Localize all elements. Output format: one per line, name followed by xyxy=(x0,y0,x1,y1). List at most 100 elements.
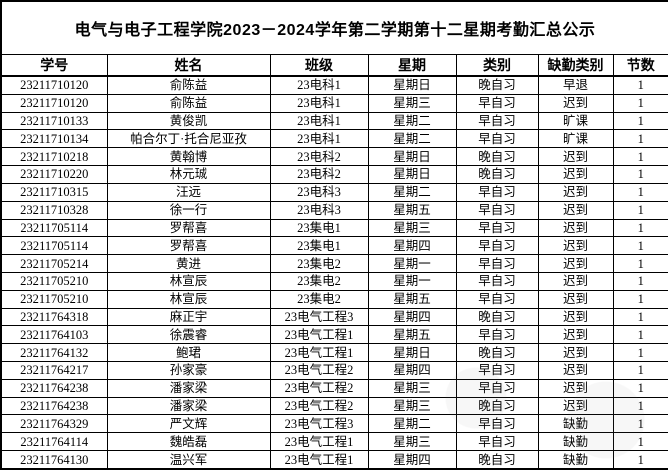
cell-periods: 1 xyxy=(612,200,668,220)
cell-category: 早自习 xyxy=(455,289,539,309)
cell-category: 早自习 xyxy=(455,361,539,380)
cell-category: 早自习 xyxy=(455,218,539,238)
cell-category: 晚自习 xyxy=(455,307,539,327)
cell-absence-type: 旷课 xyxy=(537,111,614,131)
cell-weekday: 星期四 xyxy=(367,307,457,327)
cell-periods: 1 xyxy=(612,325,668,345)
cell-class: 23电气工程1 xyxy=(269,325,369,345)
cell-weekday: 星期四 xyxy=(367,236,457,256)
column-header-name: 姓名 xyxy=(106,54,271,77)
cell-periods: 1 xyxy=(612,165,668,184)
cell-weekday: 星期五 xyxy=(367,200,457,220)
cell-periods: 1 xyxy=(612,75,668,95)
cell-periods: 1 xyxy=(612,396,668,416)
cell-absence-type: 早退 xyxy=(537,75,614,95)
cell-absence-type: 迟到 xyxy=(537,200,614,220)
cell-category: 早自习 xyxy=(455,325,539,345)
cell-class: 23电气工程2 xyxy=(269,396,369,416)
cell-name: 麻正宇 xyxy=(106,307,271,327)
table-row: 23211764238 潘家梁 23电气工程2 星期三 晚自习 迟到 1 xyxy=(0,396,668,416)
cell-name: 帕合尔丁·托合尼亚孜 xyxy=(106,129,271,149)
cell-name: 严文辉 xyxy=(106,414,271,434)
cell-student-id: 23211764103 xyxy=(0,325,108,345)
cell-name: 黄进 xyxy=(106,254,271,273)
cell-name: 林元珹 xyxy=(106,165,271,184)
cell-weekday: 星期三 xyxy=(367,378,457,398)
page-title: 电气与电子工程学院2023－2024学年第二学期第十二星期考勤汇总公示 xyxy=(0,0,668,55)
cell-absence-type: 迟到 xyxy=(537,378,614,398)
cell-weekday: 星期五 xyxy=(367,325,457,345)
cell-category: 早自习 xyxy=(455,254,539,273)
column-header-weekday: 星期 xyxy=(367,54,457,77)
cell-student-id: 23211705114 xyxy=(0,218,108,238)
cell-student-id: 23211710315 xyxy=(0,182,108,202)
cell-periods: 1 xyxy=(612,236,668,256)
cell-class: 23电气工程2 xyxy=(269,361,369,380)
cell-periods: 1 xyxy=(612,361,668,380)
cell-student-id: 23211705210 xyxy=(0,289,108,309)
cell-name: 罗帮喜 xyxy=(106,236,271,256)
cell-class: 23集电2 xyxy=(269,254,369,273)
column-header-class: 班级 xyxy=(269,54,369,77)
cell-absence-type: 迟到 xyxy=(537,254,614,273)
cell-absence-type: 迟到 xyxy=(537,165,614,184)
cell-weekday: 星期二 xyxy=(367,414,457,434)
cell-class: 23电科3 xyxy=(269,182,369,202)
cell-absence-type: 迟到 xyxy=(537,182,614,202)
cell-class: 23电科3 xyxy=(269,200,369,220)
cell-student-id: 23211705114 xyxy=(0,236,108,256)
table-row: 23211710120 俞陈益 23电科1 星期三 早自习 迟到 1 xyxy=(0,93,668,113)
cell-name: 徐震睿 xyxy=(106,325,271,345)
cell-category: 早自习 xyxy=(455,432,539,452)
cell-name: 罗帮喜 xyxy=(106,218,271,238)
table-row: 23211705210 林宣辰 23集电2 星期一 早自习 迟到 1 xyxy=(0,271,668,291)
cell-periods: 1 xyxy=(612,343,668,363)
cell-class: 23电科1 xyxy=(269,111,369,131)
cell-periods: 1 xyxy=(612,254,668,273)
cell-category: 晚自习 xyxy=(455,450,539,470)
table-row: 23211764103 徐震睿 23电气工程1 星期五 早自习 迟到 1 xyxy=(0,325,668,345)
cell-student-id: 23211705214 xyxy=(0,254,108,273)
cell-periods: 1 xyxy=(612,378,668,398)
cell-category: 晚自习 xyxy=(455,147,539,167)
cell-student-id: 23211764238 xyxy=(0,378,108,398)
table-row: 23211710218 黄翰博 23电科2 星期日 晚自习 迟到 1 xyxy=(0,147,668,167)
table-row: 23211705210 林宣辰 23集电2 星期五 早自习 迟到 1 xyxy=(0,289,668,309)
cell-periods: 1 xyxy=(612,450,668,470)
cell-class: 23电气工程1 xyxy=(269,343,369,363)
cell-absence-type: 迟到 xyxy=(537,271,614,291)
cell-student-id: 23211710134 xyxy=(0,129,108,149)
cell-weekday: 星期四 xyxy=(367,450,457,470)
cell-weekday: 星期日 xyxy=(367,165,457,184)
cell-name: 孙家豪 xyxy=(106,361,271,380)
table-row: 23211764238 潘家梁 23电气工程2 星期三 早自习 迟到 1 xyxy=(0,378,668,398)
cell-absence-type: 迟到 xyxy=(537,289,614,309)
cell-absence-type: 迟到 xyxy=(537,361,614,380)
cell-periods: 1 xyxy=(612,182,668,202)
cell-class: 23电气工程3 xyxy=(269,307,369,327)
cell-periods: 1 xyxy=(612,432,668,452)
cell-category: 早自习 xyxy=(455,93,539,113)
table-row: 23211705114 罗帮喜 23集电1 星期三 早自习 迟到 1 xyxy=(0,218,668,238)
table-row: 23211710134 帕合尔丁·托合尼亚孜 23电科1 星期二 早自习 旷课 1 xyxy=(0,129,668,149)
cell-periods: 1 xyxy=(612,147,668,167)
cell-absence-type: 迟到 xyxy=(537,396,614,416)
cell-student-id: 23211764132 xyxy=(0,343,108,363)
cell-name: 林宣辰 xyxy=(106,289,271,309)
cell-absence-type: 迟到 xyxy=(537,343,614,363)
cell-class: 23集电2 xyxy=(269,289,369,309)
table-row: 23211764114 魏皓磊 23电气工程1 星期三 早自习 缺勤 1 xyxy=(0,432,668,452)
cell-periods: 1 xyxy=(612,129,668,149)
cell-student-id: 23211764329 xyxy=(0,414,108,434)
cell-student-id: 23211705210 xyxy=(0,271,108,291)
cell-name: 汪远 xyxy=(106,182,271,202)
cell-weekday: 星期日 xyxy=(367,75,457,95)
title-row: 电气与电子工程学院2023－2024学年第二学期第十二星期考勤汇总公示 xyxy=(0,0,668,55)
table-row: 23211710315 汪远 23电科3 星期二 早自习 迟到 1 xyxy=(0,182,668,202)
cell-periods: 1 xyxy=(612,271,668,291)
cell-absence-type: 迟到 xyxy=(537,147,614,167)
cell-student-id: 23211710218 xyxy=(0,147,108,167)
cell-weekday: 星期四 xyxy=(367,361,457,380)
cell-student-id: 23211710133 xyxy=(0,111,108,131)
cell-name: 鲍珺 xyxy=(106,343,271,363)
